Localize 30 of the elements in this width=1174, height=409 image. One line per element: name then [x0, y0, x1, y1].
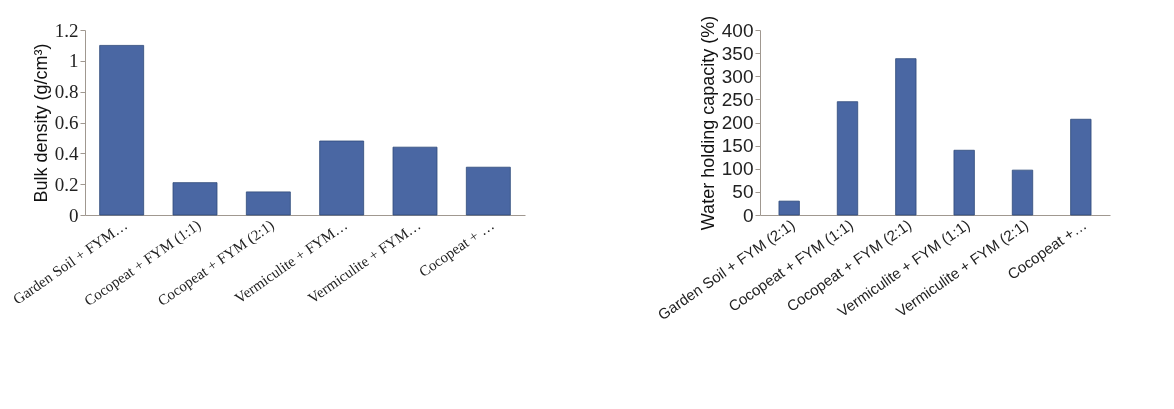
- bar: [778, 200, 800, 216]
- y-tick-label: 100: [721, 158, 754, 180]
- bar: [895, 58, 917, 216]
- y-tick-label: 150: [721, 135, 754, 157]
- y-tick-label: 350: [721, 42, 754, 64]
- y-tick-label: 0.8: [54, 81, 79, 103]
- y-tick-label: 0: [69, 204, 79, 226]
- y-tick-label: 50: [732, 181, 754, 203]
- bar: [172, 182, 218, 216]
- bar: [99, 45, 145, 216]
- y-tick-label: 250: [721, 88, 754, 110]
- y-tick-label: 1: [69, 50, 79, 72]
- bar: [245, 191, 291, 216]
- bar: [465, 166, 511, 216]
- y-tick-label: 200: [721, 112, 754, 133]
- bar: [1011, 169, 1034, 216]
- y-tick-label: 1.2: [54, 19, 79, 41]
- y-tick-label: 400: [721, 19, 754, 41]
- y-tick-label: 0.2: [54, 173, 79, 195]
- y-tick-label: 0: [742, 204, 754, 226]
- bar: [1070, 118, 1092, 216]
- bar: [319, 140, 365, 216]
- y-tick-label: 0.4: [54, 142, 79, 164]
- y-axis-title: Bulk density (g/cm³): [30, 43, 51, 203]
- y-axis-title: Water holding capacity (%): [697, 15, 718, 231]
- bar: [836, 101, 859, 216]
- bar: [392, 146, 438, 216]
- y-tick-label: 300: [721, 65, 754, 87]
- y-tick-label: 0.6: [54, 112, 79, 133]
- bar: [953, 149, 975, 216]
